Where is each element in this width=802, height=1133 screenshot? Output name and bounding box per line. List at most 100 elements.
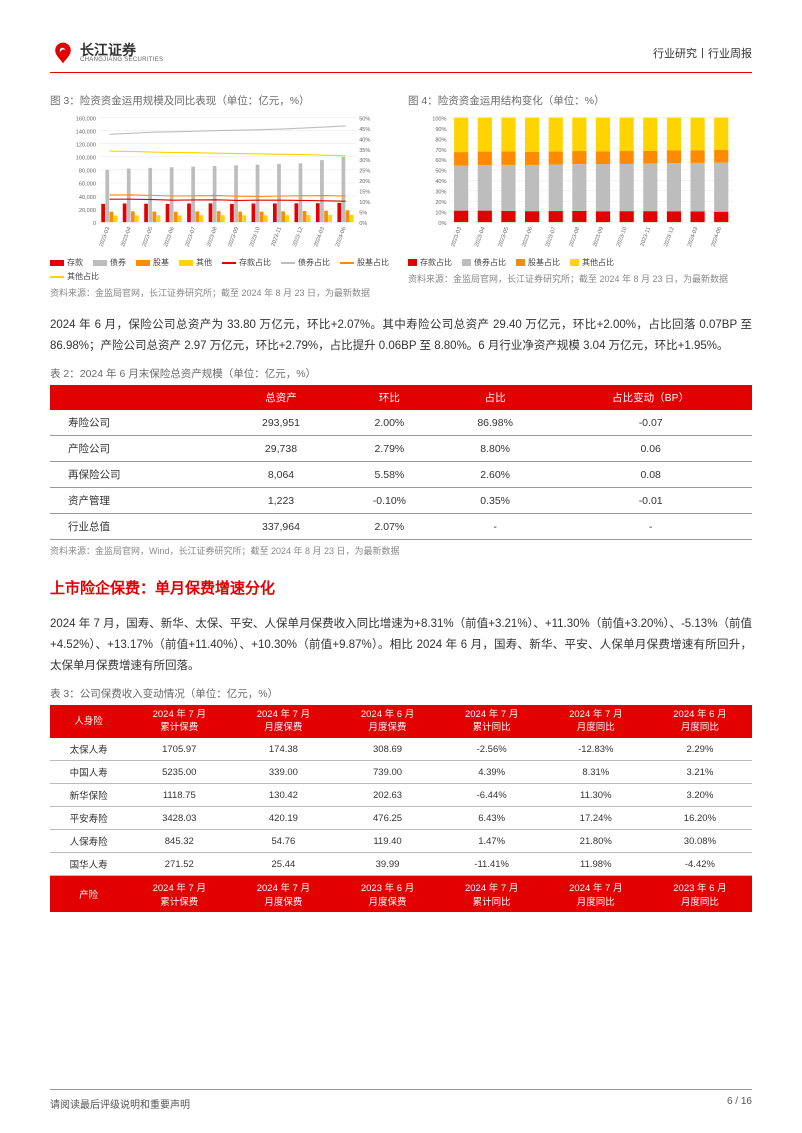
table-header: 2024 年 7 月月度保费 — [231, 705, 335, 738]
svg-text:2023-10: 2023-10 — [616, 226, 629, 247]
svg-text:2023-03: 2023-03 — [450, 226, 463, 247]
table-header — [50, 385, 224, 410]
svg-text:2023-09: 2023-09 — [228, 226, 241, 247]
svg-text:15%: 15% — [359, 190, 370, 196]
chart-3-svg: 020,00040,00060,00080,000100,000120,0001… — [50, 112, 394, 252]
svg-text:50%: 50% — [435, 169, 446, 175]
legend-item: 其他占比 — [570, 257, 614, 268]
table-header: 2024 年 6 月月度保费 — [335, 705, 439, 738]
svg-text:45%: 45% — [359, 127, 370, 133]
table-2-title: 表 2：2024 年 6 月末保险总资产规模（单位：亿元，%） — [50, 366, 752, 381]
chart-4-svg: 0%10%20%30%40%50%60%70%80%90%100%2023-03… — [408, 112, 752, 252]
charts-row: 图 3：险资资金运用规模及同比表现（单位：亿元，%） 020,00040,000… — [50, 93, 752, 299]
table-row: 人保寿险845.3254.76119.401.47%21.80%30.08% — [50, 830, 752, 853]
footer-page-number: 6 / 16 — [727, 1096, 752, 1111]
svg-text:20,000: 20,000 — [79, 208, 96, 214]
svg-text:30%: 30% — [435, 190, 446, 196]
svg-text:2024-06: 2024-06 — [710, 226, 723, 247]
svg-text:2024-03: 2024-03 — [687, 226, 700, 247]
logo-icon — [50, 40, 76, 66]
svg-text:0%: 0% — [359, 221, 367, 227]
table-header: 2024 年 7 月月度同比 — [544, 705, 648, 738]
legend-item: 其他 — [179, 257, 212, 268]
paragraph-2: 2024 年 7 月，国寿、新华、太保、平安、人保单月保费收入同比增速为+8.3… — [50, 614, 752, 676]
svg-text:0%: 0% — [438, 221, 446, 227]
table-row: 行业总值337,9642.07%-- — [50, 514, 752, 540]
table-row: 国华人寿271.5225.4439.99-11.41%11.98%-4.42% — [50, 853, 752, 876]
svg-text:30%: 30% — [359, 158, 370, 164]
svg-text:10%: 10% — [359, 200, 370, 206]
paragraph-1: 2024 年 6 月，保险公司总资产为 33.80 万亿元，环比+2.07%。其… — [50, 315, 752, 356]
svg-text:2023-08: 2023-08 — [206, 226, 219, 247]
table-row: 再保险公司8,0645.58%2.60%0.08 — [50, 462, 752, 488]
svg-text:0: 0 — [93, 221, 96, 227]
legend-item: 其他占比 — [50, 271, 99, 282]
footer-disclaimer: 请阅读最后评级说明和重要声明 — [50, 1096, 190, 1111]
table-header: 2024 年 7 月累计同比 — [440, 705, 544, 738]
svg-text:40%: 40% — [359, 137, 370, 143]
table-row: 新华保险1118.75130.42202.63-6.44%11.30%3.20% — [50, 784, 752, 807]
chart-3-legend: 存款债券股基其他存款占比债券占比股基占比其他占比 — [50, 257, 394, 282]
legend-item: 股基占比 — [516, 257, 560, 268]
table-header: 2024 年 6 月月度同比 — [648, 705, 752, 738]
svg-text:140,000: 140,000 — [76, 129, 96, 135]
table-row: 太保人寿1705.97174.38308.69-2.56%-12.83%2.29… — [50, 738, 752, 761]
table-row: 中国人寿5235.00339.00739.004.39%8.31%3.21% — [50, 761, 752, 784]
svg-text:70%: 70% — [435, 148, 446, 154]
svg-text:2023-08: 2023-08 — [569, 226, 582, 247]
chart-4-title: 图 4：险资资金运用结构变化（单位：%） — [408, 93, 752, 108]
table-header: 环比 — [338, 385, 441, 410]
svg-text:2023-05: 2023-05 — [498, 226, 511, 247]
svg-text:40,000: 40,000 — [79, 195, 96, 201]
svg-text:2023-09: 2023-09 — [592, 226, 605, 247]
svg-text:2023-04: 2023-04 — [474, 226, 487, 247]
page-header: 长江证券 CHANGJIANG SECURITIES 行业研究丨行业周报 — [50, 40, 752, 73]
section-title: 上市险企保费：单月保费增速分化 — [50, 577, 752, 598]
svg-text:160,000: 160,000 — [76, 116, 96, 122]
table-3: 人身险2024 年 7 月累计保费2024 年 7 月月度保费2024 年 6 … — [50, 705, 752, 912]
svg-text:2023-06: 2023-06 — [521, 226, 534, 247]
legend-item: 存款 — [50, 257, 83, 268]
legend-item: 存款占比 — [408, 257, 452, 268]
svg-text:2024-06: 2024-06 — [335, 226, 348, 247]
legend-item: 债券 — [93, 257, 126, 268]
table-header: 占比变动（BP） — [549, 385, 752, 410]
legend-item: 债券占比 — [281, 257, 330, 268]
svg-text:100%: 100% — [432, 116, 446, 122]
svg-text:20%: 20% — [435, 200, 446, 206]
svg-text:2023-07: 2023-07 — [185, 226, 198, 247]
chart-3-source: 资料来源：金监局官网，长江证券研究所；截至 2024 年 8 月 23 日，为最… — [50, 286, 394, 299]
svg-text:80,000: 80,000 — [79, 169, 96, 175]
table-row: 产险公司29,7382.79%8.80%0.06 — [50, 436, 752, 462]
svg-text:2023-12: 2023-12 — [663, 226, 676, 247]
svg-text:2023-03: 2023-03 — [99, 226, 112, 247]
svg-text:2023-07: 2023-07 — [545, 226, 558, 247]
svg-text:2023-10: 2023-10 — [249, 226, 262, 247]
svg-text:25%: 25% — [359, 169, 370, 175]
chart-4-source: 资料来源：金监局官网，长江证券研究所；截至 2024 年 8 月 23 日，为最… — [408, 272, 752, 285]
chart-3-block: 图 3：险资资金运用规模及同比表现（单位：亿元，%） 020,00040,000… — [50, 93, 394, 299]
svg-text:2023-11: 2023-11 — [271, 226, 284, 247]
svg-text:100,000: 100,000 — [76, 156, 96, 162]
table-header: 2024 年 7 月累计保费 — [127, 705, 231, 738]
svg-text:120,000: 120,000 — [76, 143, 96, 149]
table-header: 人身险 — [50, 705, 127, 738]
table-row: 平安寿险3428.03420.19476.256.43%17.24%16.20% — [50, 807, 752, 830]
legend-item: 债券占比 — [462, 257, 506, 268]
table-row: 资产管理1,223-0.10%0.35%-0.01 — [50, 488, 752, 514]
svg-text:2023-06: 2023-06 — [163, 226, 176, 247]
logo: 长江证券 CHANGJIANG SECURITIES — [50, 40, 163, 66]
table-row: 寿险公司293,9512.00%86.98%-0.07 — [50, 410, 752, 436]
header-category: 行业研究丨行业周报 — [653, 45, 752, 61]
legend-item: 股基占比 — [340, 257, 389, 268]
table-2-source: 资料来源：金监局官网，Wind，长江证券研究所；截至 2024 年 8 月 23… — [50, 544, 752, 557]
table-header: 总资产 — [224, 385, 338, 410]
table-header: 占比 — [441, 385, 549, 410]
svg-text:5%: 5% — [359, 210, 367, 216]
svg-text:35%: 35% — [359, 148, 370, 154]
svg-text:2023-12: 2023-12 — [292, 226, 305, 247]
svg-text:90%: 90% — [435, 127, 446, 133]
svg-text:2023-05: 2023-05 — [142, 226, 155, 247]
page-footer: 请阅读最后评级说明和重要声明 6 / 16 — [50, 1089, 752, 1111]
logo-text-en: CHANGJIANG SECURITIES — [80, 57, 163, 63]
